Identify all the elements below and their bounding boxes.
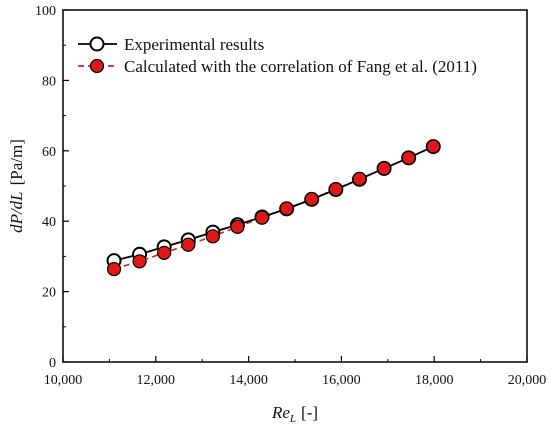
- x-tick-label: 14,000: [229, 373, 268, 388]
- point-calculated: [157, 245, 172, 260]
- legend-item-calculated: Calculated with the correlation of Fang …: [78, 57, 477, 76]
- y-tick-label: 60: [42, 145, 56, 160]
- y-label-unit: [Pa/m]: [7, 139, 26, 185]
- series-layer: [106, 139, 441, 277]
- point-calculated: [401, 150, 416, 165]
- y-axis: 0 20 40 60 80 100: [35, 4, 69, 371]
- point-calculated: [230, 219, 245, 234]
- y-tick-label: 80: [42, 74, 56, 89]
- y-label-main: dP/dL: [7, 191, 26, 233]
- point-calculated: [426, 139, 441, 154]
- y-tick-label: 100: [35, 4, 56, 19]
- y-axis-label: dP/dL [Pa/m]: [7, 139, 26, 233]
- x-tick-label: 18,000: [415, 373, 454, 388]
- legend-label-experimental: Experimental results: [124, 35, 264, 54]
- y-tick-label: 20: [42, 286, 56, 301]
- y-tick-label: 0: [49, 356, 56, 371]
- point-calculated: [376, 161, 392, 176]
- y-tick-label: 40: [42, 215, 56, 230]
- point-calculated: [304, 191, 319, 207]
- x-label-main: Re: [271, 403, 290, 422]
- point-calculated: [254, 210, 270, 225]
- point-calculated: [181, 237, 196, 252]
- x-tick-label: 16,000: [322, 373, 361, 388]
- point-calculated: [132, 254, 147, 269]
- x-tick-label: 12,000: [137, 373, 176, 388]
- x-axis-label: ReL [-]: [271, 403, 318, 425]
- legend-item-experimental: Experimental results: [78, 35, 264, 54]
- x-label-sub: L: [289, 413, 296, 425]
- legend: Experimental results Calculated with the…: [78, 35, 477, 76]
- point-calculated: [106, 261, 122, 277]
- x-tick-label: 10,000: [44, 373, 83, 388]
- point-calculated: [328, 182, 343, 197]
- x-tick-label: 20,000: [508, 373, 547, 388]
- point-calculated: [352, 171, 367, 187]
- x-label-unit: [-]: [301, 403, 318, 422]
- point-calculated: [205, 229, 220, 244]
- point-calculated: [279, 201, 294, 216]
- legend-label-calculated: Calculated with the correlation of Fang …: [124, 57, 477, 76]
- x-axis: 10,000 12,000 14,000 16,000 18,000 20,000: [44, 356, 547, 388]
